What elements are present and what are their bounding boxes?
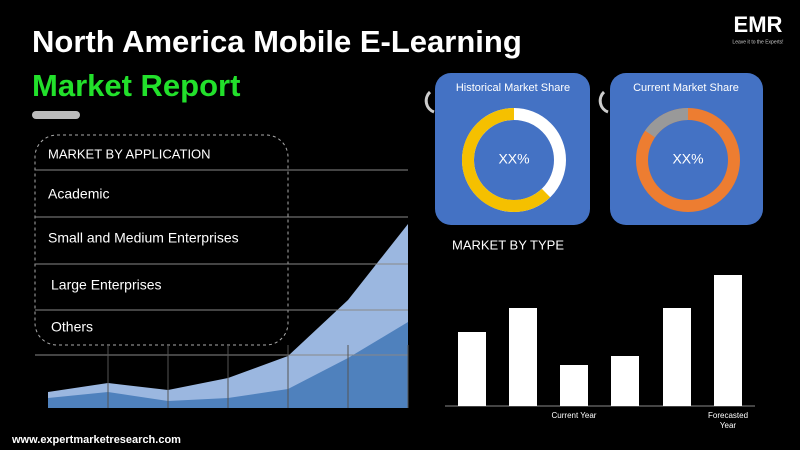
- subtitle: Market Report: [32, 68, 240, 103]
- arrow-icon: [424, 90, 435, 114]
- bar: [663, 308, 691, 406]
- x-tick-label: Current Year: [551, 411, 597, 420]
- logo: EMR: [734, 12, 783, 37]
- separators: [35, 169, 408, 356]
- x-tick-label: Forecasted Year: [708, 411, 749, 430]
- application-item: Large Enterprises: [51, 277, 162, 293]
- donut-arc: [461, 108, 551, 212]
- card-title: Current Market Share: [633, 82, 739, 94]
- card-title: Historical Market Share: [456, 82, 570, 94]
- application-item: Academic: [48, 186, 109, 202]
- application-item: Small and Medium Enterprises: [48, 230, 239, 246]
- accent-bar: [32, 111, 80, 119]
- area: [48, 322, 408, 408]
- title: North America Mobile E-Learning: [32, 24, 522, 59]
- bar: [509, 308, 537, 406]
- bar: [458, 332, 486, 406]
- bar: [714, 275, 742, 406]
- donut-arc: [645, 107, 689, 138]
- bar: [560, 365, 588, 406]
- bar: [611, 356, 639, 406]
- card-value: XX%: [672, 151, 703, 167]
- card-value: XX%: [498, 151, 529, 167]
- application-heading: MARKET BY APPLICATION: [48, 146, 211, 161]
- logo-tagline: Leave it to the Experts!: [732, 39, 783, 45]
- footer-url: www.expertmarketresearch.com: [11, 434, 181, 446]
- application-item: Others: [51, 319, 93, 335]
- area: [48, 224, 408, 408]
- application-box: [34, 134, 289, 346]
- arrow-icon: [598, 90, 609, 114]
- type-chart-title: MARKET BY TYPE: [452, 237, 564, 252]
- area-grid: [107, 345, 409, 408]
